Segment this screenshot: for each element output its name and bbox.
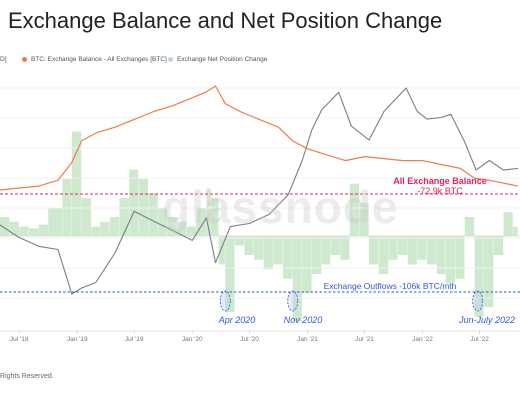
netpos-bar <box>225 236 235 312</box>
x-tick-label: Jul '21 <box>355 336 374 343</box>
netpos-bar <box>234 236 245 246</box>
x-tick-label: Jul '22 <box>470 336 489 343</box>
netpos-bar <box>186 226 197 236</box>
netpos-bar <box>206 188 211 236</box>
legend-item-balance: BTC: Exchange Balance - All Exchanges [B… <box>22 56 167 63</box>
annotation-layer: All Exchange Balance-72.9k BTC Exchange O… <box>0 176 520 325</box>
price-layer <box>0 87 519 295</box>
netpos-bar <box>368 236 379 265</box>
netpos-dot-icon <box>168 57 173 62</box>
netpos-bar <box>464 217 475 236</box>
netpos-bar <box>177 221 187 236</box>
netpos-bar <box>148 193 158 236</box>
event-label: Nov 2020 <box>284 315 323 325</box>
netpos-bar <box>263 236 274 270</box>
legend-item-netpos: Exchange Net Position Change <box>168 56 267 63</box>
netpos-bar <box>244 236 254 255</box>
x-tick-label: Jul '20 <box>240 336 259 343</box>
netpos-bar <box>493 236 504 255</box>
netpos-bar <box>426 236 437 265</box>
netpos-bar <box>129 169 139 236</box>
x-tick-label: Jan '20 <box>182 336 203 343</box>
netpos-bar <box>48 207 63 236</box>
balance-dot-icon <box>22 57 27 62</box>
netpos-bar <box>407 236 417 265</box>
netpos-bar <box>330 236 340 255</box>
netpos-bar <box>512 226 518 236</box>
chart-area: All Exchange Balance-72.9k BTC Exchange O… <box>0 85 520 343</box>
x-tick-label: Jan '22 <box>412 336 433 343</box>
netpos-bar <box>436 236 446 274</box>
netpos-bar <box>474 236 484 317</box>
netpos-bar <box>359 202 369 236</box>
netpos-bar <box>349 183 360 236</box>
x-axis: Jul '18 Jan '19 Jul '19 Jan '20 Jul '20 Jan '… <box>0 330 520 343</box>
netpos-bar <box>273 236 283 265</box>
netpos-bar <box>0 217 10 236</box>
netpos-bar <box>28 228 39 236</box>
legend-item-price: D] <box>0 56 7 63</box>
balance-line <box>0 85 519 191</box>
netpos-bar <box>38 224 48 236</box>
x-tick-label: Jul '19 <box>125 336 144 343</box>
netpos-bar <box>109 217 120 236</box>
netpos-bar <box>445 236 455 284</box>
netpos-bar <box>417 236 427 260</box>
event-label: Apr 2020 <box>218 315 256 325</box>
gridlines <box>0 87 520 299</box>
balance-annotation-label: All Exchange Balance <box>393 176 487 186</box>
netpos-bar <box>81 198 92 236</box>
x-tick-label: Jan '19 <box>67 336 88 343</box>
event-marker <box>472 290 484 312</box>
netpos-bar <box>302 236 312 293</box>
balance-layer <box>0 85 519 191</box>
netpos-bar <box>218 236 225 265</box>
price-line <box>0 87 519 295</box>
x-tick-label: Jan '21 <box>297 336 318 343</box>
netpos-bar <box>321 236 331 265</box>
netpos-bar <box>311 236 322 274</box>
netpos-bar <box>282 236 293 279</box>
x-tick-label: Jul '18 <box>10 336 29 343</box>
legend-balance-label: BTC: Exchange Balance - All Exchanges [B… <box>31 56 167 63</box>
netpos-bar <box>378 236 389 274</box>
netpos-bar <box>196 207 207 236</box>
netpos-bar <box>292 236 302 322</box>
netpos-bar <box>388 236 398 260</box>
netpos-bar <box>253 236 264 260</box>
netpos-bar <box>397 236 408 255</box>
netpos-bar <box>158 207 168 236</box>
netpos-bar <box>119 198 129 236</box>
event-marker <box>219 290 231 312</box>
legend-price-label: D] <box>0 56 7 63</box>
netpos-bar <box>91 226 100 236</box>
event-marker <box>287 290 299 312</box>
netpos-bar <box>211 198 219 236</box>
chart-title: Exchange Balance and Net Position Change <box>8 8 443 33</box>
netpos-bar <box>71 131 82 236</box>
netpos-bar <box>503 212 513 236</box>
netpos-bar <box>19 226 29 236</box>
netpos-bar <box>167 217 178 236</box>
balance-annotation-value: -72.9k BTC <box>417 186 463 196</box>
netpos-bar <box>100 221 110 236</box>
netpos-bar <box>455 236 465 279</box>
footer-copyright: Rights Reserved. <box>0 373 54 380</box>
outflows-annotation-label: Exchange Outflows -106k BTC/mth <box>324 281 457 291</box>
netpos-bar <box>483 236 494 308</box>
netpos-bar <box>9 221 19 236</box>
netpos-bar <box>340 236 350 260</box>
watermark: glassnode <box>162 181 399 233</box>
event-label: Jun-July 2022 <box>458 315 515 325</box>
legend-netpos-label: Exchange Net Position Change <box>177 56 268 63</box>
